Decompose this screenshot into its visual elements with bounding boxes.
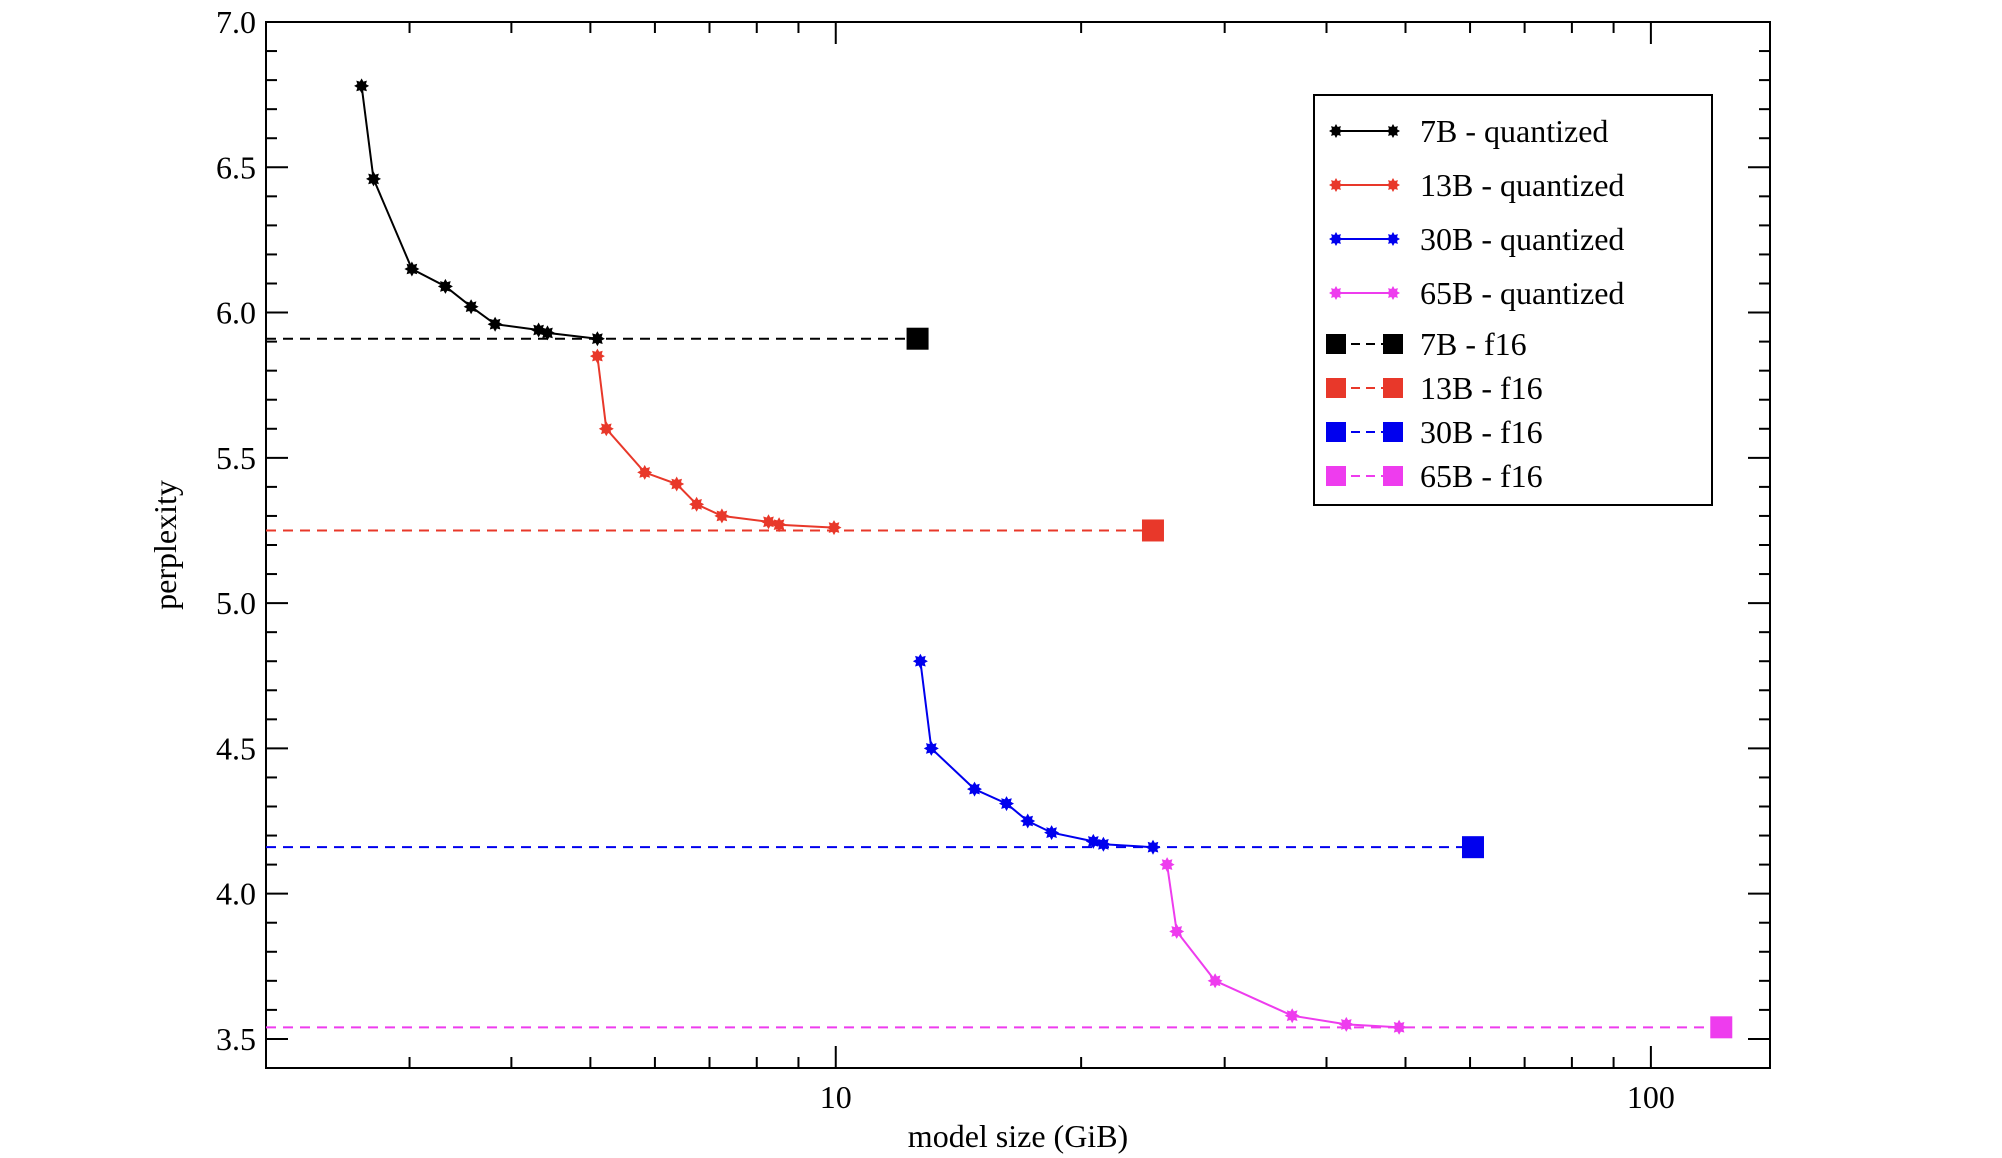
series-30b-quantized — [912, 653, 1161, 855]
legend: 7B - quantized 13B - quantized 30B - quant… — [1313, 94, 1713, 506]
data-point — [826, 520, 842, 536]
data-point — [771, 517, 787, 533]
series-13b-quantized — [589, 348, 842, 536]
legend-marker — [1329, 178, 1343, 192]
data-point — [967, 781, 982, 797]
y-tick-label: 7.0 — [216, 4, 256, 40]
legend-label: 7B - quantized — [1420, 113, 1608, 149]
legend-marker — [1326, 466, 1346, 486]
data-point — [1095, 836, 1111, 852]
series-7b-f16 — [266, 327, 929, 350]
legend-entry: 13B - f16 — [1326, 370, 1543, 406]
data-point — [1207, 973, 1223, 989]
data-point — [487, 316, 503, 332]
data-point — [1044, 825, 1060, 841]
data-point — [437, 278, 453, 294]
y-tick-label: 6.5 — [216, 149, 256, 185]
f16-marker — [906, 327, 929, 350]
legend-entry: 13B - quantized — [1329, 167, 1624, 203]
axis-tick-labels: 3.5 4.0 4.5 5.0 5.5 6.0 6.5 7.0 10 100 — [216, 4, 1675, 1115]
series-65b-f16 — [266, 1016, 1733, 1039]
y-tick-label: 5.5 — [216, 440, 256, 476]
legend-label: 7B - f16 — [1420, 326, 1527, 362]
legend-marker — [1386, 232, 1400, 246]
x-axis-label: model size (GiB) — [908, 1118, 1128, 1154]
f16-marker — [1710, 1016, 1733, 1039]
legend-label: 65B - quantized — [1420, 275, 1624, 311]
data-point — [354, 78, 370, 94]
series-layer — [266, 78, 1733, 1039]
data-point — [1338, 1016, 1354, 1032]
data-point — [1159, 857, 1175, 873]
y-axis-label: perplexity — [147, 480, 183, 610]
y-tick-label: 4.0 — [216, 876, 256, 912]
legend-label: 13B - f16 — [1420, 370, 1543, 406]
legend-box — [1313, 94, 1713, 506]
series-30b-f16 — [266, 836, 1484, 859]
legend-marker — [1326, 422, 1346, 442]
legend-entry: 7B - quantized — [1329, 113, 1608, 149]
data-point — [912, 653, 928, 669]
data-point — [1284, 1008, 1300, 1024]
f16-marker — [1141, 519, 1164, 542]
f16-marker — [1461, 836, 1484, 859]
legend-marker — [1386, 178, 1400, 192]
series-line — [596, 355, 835, 529]
legend-marker — [1386, 286, 1400, 300]
legend-entry: 30B - quantized — [1329, 221, 1624, 257]
legend-label: 30B - quantized — [1420, 221, 1624, 257]
data-point — [366, 171, 381, 187]
series-line — [919, 661, 1154, 849]
data-point — [669, 476, 685, 492]
legend-label: 30B - f16 — [1420, 414, 1543, 450]
axis-ticks — [265, 22, 1770, 1068]
legend-marker — [1329, 124, 1343, 138]
legend-marker — [1326, 334, 1346, 354]
y-tick-label: 5.0 — [216, 585, 256, 621]
legend-marker — [1329, 232, 1343, 246]
legend-entry: 65B - f16 — [1326, 458, 1543, 494]
data-point — [463, 299, 479, 315]
legend-marker — [1326, 378, 1346, 398]
legend-entry: 30B - f16 — [1326, 414, 1543, 450]
legend-marker — [1383, 334, 1403, 354]
data-point — [1020, 813, 1036, 829]
data-point — [761, 514, 776, 530]
legend-label: 65B - f16 — [1420, 458, 1543, 494]
legend-entry: 7B - f16 — [1326, 326, 1527, 362]
data-point — [689, 496, 705, 512]
data-point — [1391, 1019, 1407, 1035]
y-tick-label: 3.5 — [216, 1021, 256, 1057]
x-tick-label: 100 — [1627, 1079, 1675, 1115]
y-tick-label: 4.5 — [216, 730, 256, 766]
data-point — [999, 796, 1014, 812]
data-point — [589, 348, 605, 364]
legend-marker — [1383, 378, 1403, 398]
data-point — [404, 261, 420, 277]
series-13b-f16 — [266, 519, 1164, 542]
legend-marker — [1386, 124, 1400, 138]
series-line — [1166, 864, 1400, 1029]
series-line — [360, 85, 598, 340]
data-point — [1085, 833, 1101, 849]
y-tick-label: 6.0 — [216, 295, 256, 331]
data-point — [714, 508, 730, 524]
legend-entry: 65B - quantized — [1329, 275, 1624, 311]
legend-marker — [1383, 466, 1403, 486]
data-point — [598, 421, 614, 437]
legend-marker — [1383, 422, 1403, 442]
series-65b-quantized — [1159, 857, 1407, 1035]
series-7b-quantized — [354, 78, 605, 347]
data-point — [637, 464, 653, 480]
data-point — [1169, 923, 1185, 939]
data-point — [923, 740, 939, 756]
legend-marker — [1329, 286, 1343, 300]
x-tick-label: 10 — [820, 1079, 852, 1115]
legend-label: 13B - quantized — [1420, 167, 1624, 203]
data-point — [540, 325, 555, 341]
